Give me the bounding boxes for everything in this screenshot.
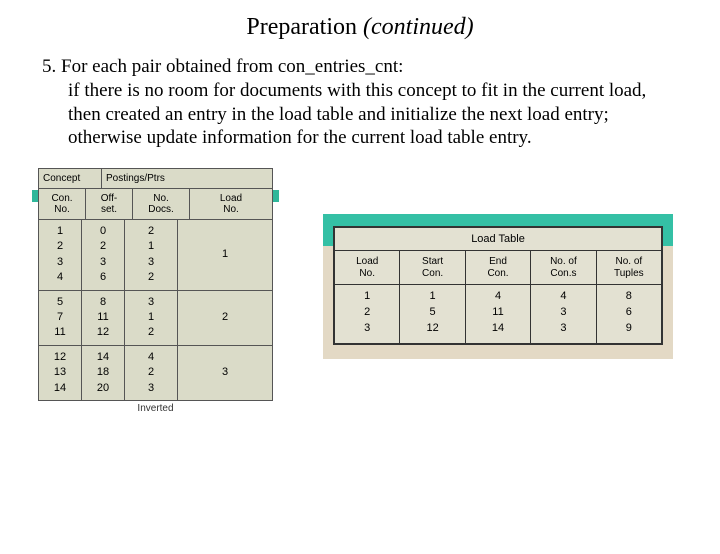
load-table: Load Table LoadNo.StartCon.EndCon.No. of…	[333, 226, 663, 345]
table-value: 3	[335, 321, 399, 337]
concept-table-subheader: Con.No. Off-set. No.Docs. LoadNo.	[39, 189, 272, 220]
table-cell: 2	[178, 291, 272, 345]
concept-table: Concept Postings/Ptrs Con.No. Off-set. N…	[38, 168, 273, 401]
table-value: 13	[39, 365, 81, 380]
table-value: 14	[466, 321, 530, 337]
table-value: 1	[335, 289, 399, 305]
table-value: 4	[125, 350, 177, 365]
table-value: 2	[125, 270, 177, 285]
table-column: 123	[335, 285, 400, 343]
column-header: LoadNo.	[335, 251, 400, 284]
table-cell: 3	[178, 346, 272, 400]
concept-table-panel: Concept Postings/Ptrs Con.No. Off-set. N…	[38, 168, 273, 414]
table-value: 3	[531, 305, 595, 321]
sub-con: Con.No.	[39, 189, 86, 219]
table-value: 3	[39, 255, 81, 270]
column-header: No. ofCon.s	[531, 251, 596, 284]
table-value: 2	[82, 239, 124, 254]
table-value: 3	[125, 381, 177, 396]
table-value: 3	[82, 255, 124, 270]
table-value: 4	[39, 270, 81, 285]
table-value: 6	[82, 270, 124, 285]
table-value: 11	[466, 305, 530, 321]
table-column: 41114	[466, 285, 531, 343]
header-concept: Concept	[39, 169, 102, 188]
table-cell: 1	[178, 220, 272, 290]
body-line1: For each pair obtained from con_entries_…	[61, 56, 403, 77]
table-value: 11	[39, 325, 81, 340]
table-row: 5711811123122	[39, 291, 272, 346]
table-value: 1	[400, 289, 464, 305]
body-num: 5.	[42, 56, 61, 77]
table-cell: 81112	[82, 291, 125, 345]
sub-off: Off-set.	[86, 189, 133, 219]
body-rest: if there is no room for documents with t…	[68, 79, 680, 150]
concept-table-header: Concept Postings/Ptrs	[39, 169, 272, 189]
table-value: 2	[39, 239, 81, 254]
table-value: 2	[335, 305, 399, 321]
table-value: 14	[39, 381, 81, 396]
table-cell: 141820	[82, 346, 125, 400]
table-cell: 0236	[82, 220, 125, 290]
table-value: 9	[597, 321, 661, 337]
table-value: 12	[39, 350, 81, 365]
table-value: 3	[222, 365, 228, 380]
table-value: 3	[125, 295, 177, 310]
slide-title: Preparation (continued)	[0, 14, 720, 41]
column-header: StartCon.	[400, 251, 465, 284]
table-value: 4	[531, 289, 595, 305]
table-column: 433	[531, 285, 596, 343]
table-value: 20	[82, 381, 124, 396]
table-cell: 1234	[39, 220, 82, 290]
table-value: 5	[39, 295, 81, 310]
sub-load: LoadNo.	[190, 189, 272, 219]
table-value: 2	[125, 224, 177, 239]
table-value: 4	[466, 289, 530, 305]
table-column: 869	[597, 285, 661, 343]
table-value: 3	[125, 255, 177, 270]
table-value: 7	[39, 310, 81, 325]
table-value: 1	[222, 247, 228, 262]
table-value: 12	[82, 325, 124, 340]
table-value: 0	[82, 224, 124, 239]
table-value: 1	[125, 239, 177, 254]
table-value: 2	[125, 365, 177, 380]
table-row: 1234023621321	[39, 220, 272, 291]
load-table-title: Load Table	[335, 228, 661, 251]
table-value: 12	[400, 321, 464, 337]
table-column: 1512	[400, 285, 465, 343]
column-header: No. ofTuples	[597, 251, 661, 284]
table-value: 6	[597, 305, 661, 321]
table-value: 18	[82, 365, 124, 380]
table-value: 3	[531, 321, 595, 337]
table-cell: 121314	[39, 346, 82, 400]
title-italic: (continued)	[363, 14, 474, 40]
table-value: 2	[222, 310, 228, 325]
table-value: 2	[125, 325, 177, 340]
column-header: EndCon.	[466, 251, 531, 284]
table-cell: 423	[125, 346, 178, 400]
body-text: 5. For each pair obtained from con_entri…	[42, 55, 680, 150]
tables-row: Concept Postings/Ptrs Con.No. Off-set. N…	[0, 168, 720, 414]
load-table-body: 123151241114433869	[335, 285, 661, 343]
table-row: 1213141418204233	[39, 346, 272, 400]
table-value: 1	[125, 310, 177, 325]
table-value: 14	[82, 350, 124, 365]
load-table-panel: Load Table LoadNo.StartCon.EndCon.No. of…	[333, 226, 663, 345]
table-value: 1	[39, 224, 81, 239]
table-value: 8	[597, 289, 661, 305]
sub-docs: No.Docs.	[133, 189, 190, 219]
table-value: 5	[400, 305, 464, 321]
concept-table-body: 1234023621321571181112312212131414182042…	[39, 220, 272, 400]
concept-table-caption: Inverted	[38, 401, 273, 414]
table-cell: 5711	[39, 291, 82, 345]
table-value: 11	[82, 310, 124, 325]
load-table-header: LoadNo.StartCon.EndCon.No. ofCon.sNo. of…	[335, 251, 661, 285]
title-main: Preparation	[246, 14, 363, 40]
table-cell: 312	[125, 291, 178, 345]
header-postings: Postings/Ptrs	[102, 169, 272, 188]
table-value: 8	[82, 295, 124, 310]
table-cell: 2132	[125, 220, 178, 290]
